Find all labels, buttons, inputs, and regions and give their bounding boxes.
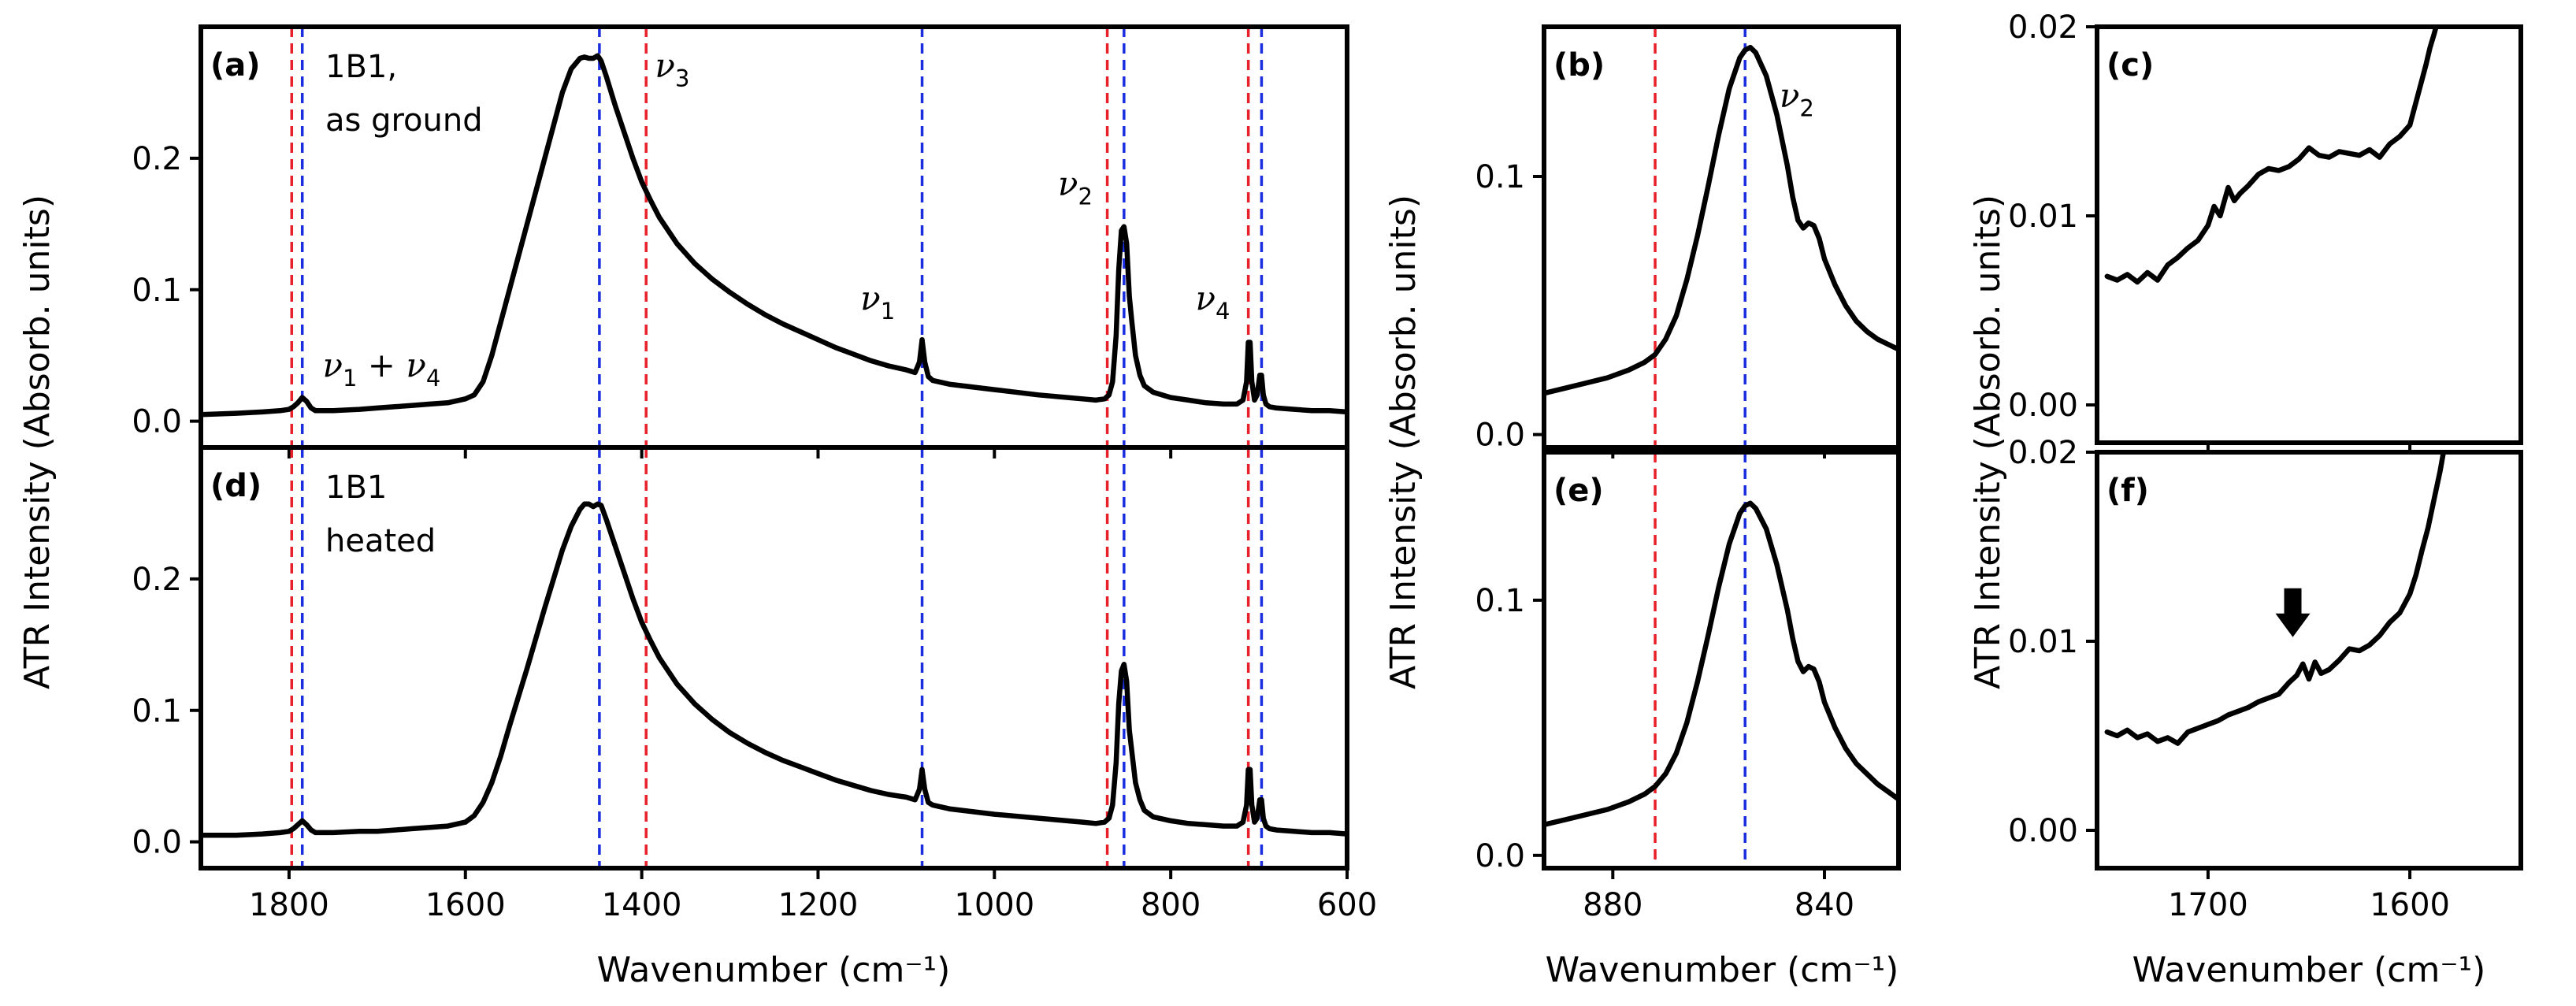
sample-note-a-0: 1B1, [325, 49, 397, 85]
spectrum-line-f-0 [2104, 452, 2447, 746]
y-tick-label-f-0: 0.00 [2008, 813, 2078, 849]
x-tick-label-f-0: 1700 [2168, 887, 2248, 923]
panel-label-e: (e) [1553, 473, 1604, 509]
x-tick-label-d-0: 1800 [249, 887, 329, 923]
annotation-a-1: ν3 [655, 46, 689, 91]
panel-c: 0.00 0.01 0.02 (c) [2008, 9, 2523, 454]
y-tick-label-d-1: 0.1 [132, 693, 182, 729]
panel-b-plot-area [1544, 27, 1899, 447]
panel-f: 0.00 0.01 0.02 1700 1600 (f) [2008, 435, 2523, 923]
y-tick-label-c-0: 0.00 [2008, 388, 2078, 424]
xlabel-right: Wavenumber (cm⁻¹) [2132, 950, 2486, 990]
ylabel-left: ATR Intensity (Absorb. units) [17, 195, 58, 689]
x-tick-label-d-1: 1600 [425, 887, 506, 923]
panel-c-frame [2095, 24, 2523, 445]
chart-panels: 0.0 0.1 0.2 (a) 1B1, as ground ν1 + ν4 ν3 ν1 ν2 ν4… [132, 9, 2523, 923]
x-tick-label-d-6: 600 [1317, 887, 1377, 923]
y-tick-label-e-0: 0.0 [1475, 838, 1525, 874]
annotation-a-2: ν1 [860, 279, 895, 325]
y-tick-label-b-1: 0.1 [1475, 159, 1525, 195]
y-tick-label-f-1: 0.01 [2008, 624, 2078, 660]
xlabel-left: Wavenumber (cm⁻¹) [597, 950, 951, 990]
panel-e-frame [1542, 450, 1901, 871]
panel-b-frame [1542, 24, 1901, 450]
xlabel-middle: Wavenumber (cm⁻¹) [1546, 950, 1899, 990]
x-tick-label-d-5: 800 [1141, 887, 1201, 923]
x-tick-label-d-2: 1400 [602, 887, 682, 923]
y-tick-label-d-0: 0.0 [132, 825, 182, 861]
y-tick-label-a-2: 0.2 [132, 141, 182, 177]
x-tick-label-f-1: 1600 [2370, 887, 2450, 923]
x-tick-label-e-0: 880 [1583, 887, 1642, 923]
annotation-b-0: ν2 [1780, 76, 1814, 122]
down-arrow-icon [2275, 588, 2311, 637]
annotation-a-3: ν2 [1058, 165, 1093, 210]
x-tick-label-d-4: 1000 [954, 887, 1034, 923]
panel-e-plot-area [1544, 452, 1899, 868]
y-tick-label-d-2: 0.2 [132, 562, 182, 598]
sample-note-d-1: heated [325, 523, 436, 559]
y-tick-label-c-1: 0.01 [2008, 199, 2078, 235]
y-tick-label-f-2: 0.02 [2008, 435, 2078, 471]
spectrum-line-c-0 [2104, 27, 2439, 285]
x-tick-label-d-3: 1200 [778, 887, 859, 923]
x-tick-label-e-1: 840 [1795, 887, 1854, 923]
y-tick-label-a-1: 0.1 [132, 273, 182, 309]
annotation-a-0: ν1 + ν4 [322, 346, 440, 392]
panel-f-frame [2095, 450, 2523, 871]
panel-d-frame [199, 445, 1349, 871]
y-tick-label-e-1: 0.1 [1475, 583, 1525, 619]
panel-label-a: (a) [210, 47, 261, 84]
spectrum-line-e-0 [1544, 500, 1899, 828]
y-tick-label-b-0: 0.0 [1475, 418, 1525, 454]
panel-label-d: (d) [210, 468, 262, 504]
panel-f-plot-area [2104, 452, 2447, 746]
spectrum-line-d-0 [201, 501, 1347, 838]
y-tick-label-c-2: 0.02 [2008, 9, 2078, 46]
annotation-a-4: ν4 [1195, 279, 1230, 325]
sample-note-a-1: as ground [325, 102, 483, 139]
spectrum-line-b-0 [1544, 44, 1899, 396]
spectrum-line-a-0 [201, 53, 1347, 418]
panel-a-plot-area [201, 27, 1347, 447]
y-tick-label-a-0: 0.0 [132, 404, 182, 440]
panel-d: 0.0 0.1 0.2 1800 1600 1400 1200 1000 800 600 (d) 1B… [132, 445, 1377, 923]
ylabel-right: ATR Intensity (Absorb. units) [1968, 195, 2008, 689]
ylabel-middle: ATR Intensity (Absorb. units) [1383, 195, 1423, 689]
panel-c-plot-area [2104, 27, 2439, 285]
panel-e: 0.0 0.1 880 840 (e) [1475, 450, 1901, 923]
panel-d-plot-area [201, 447, 1347, 868]
panel-label-b: (b) [1553, 47, 1605, 84]
sample-note-d-0: 1B1 [325, 470, 387, 506]
panel-label-c: (c) [2106, 47, 2154, 84]
panel-label-f: (f) [2106, 473, 2149, 509]
